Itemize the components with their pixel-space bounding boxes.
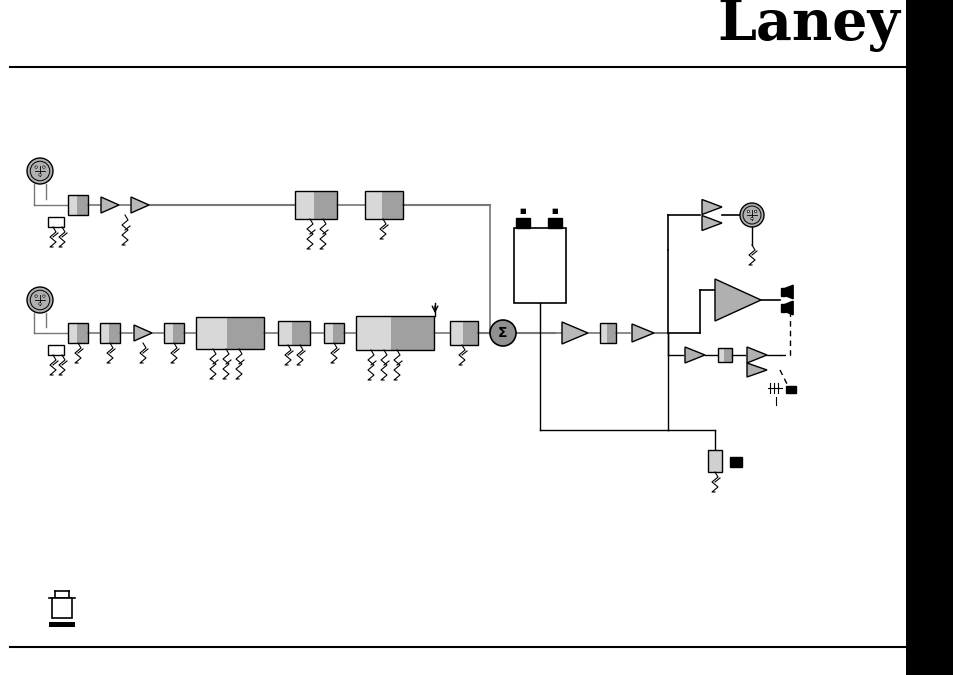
Polygon shape bbox=[746, 347, 766, 363]
Circle shape bbox=[750, 217, 753, 220]
Text: ■: ■ bbox=[519, 208, 526, 214]
FancyBboxPatch shape bbox=[109, 323, 120, 343]
Polygon shape bbox=[561, 322, 587, 344]
Circle shape bbox=[39, 173, 41, 176]
FancyBboxPatch shape bbox=[391, 316, 434, 350]
FancyBboxPatch shape bbox=[68, 195, 77, 215]
FancyBboxPatch shape bbox=[514, 228, 565, 303]
Polygon shape bbox=[684, 347, 704, 363]
Polygon shape bbox=[784, 286, 792, 299]
FancyBboxPatch shape bbox=[100, 323, 109, 343]
FancyBboxPatch shape bbox=[516, 218, 530, 228]
FancyBboxPatch shape bbox=[365, 191, 382, 219]
Circle shape bbox=[43, 295, 45, 297]
FancyBboxPatch shape bbox=[547, 218, 561, 228]
Text: ■: ■ bbox=[551, 208, 558, 214]
FancyBboxPatch shape bbox=[164, 323, 172, 343]
FancyBboxPatch shape bbox=[355, 316, 391, 350]
FancyBboxPatch shape bbox=[77, 195, 88, 215]
Circle shape bbox=[27, 287, 53, 313]
FancyBboxPatch shape bbox=[324, 323, 333, 343]
FancyBboxPatch shape bbox=[48, 217, 64, 227]
Polygon shape bbox=[131, 197, 149, 213]
FancyBboxPatch shape bbox=[172, 323, 184, 343]
FancyBboxPatch shape bbox=[294, 191, 314, 219]
FancyBboxPatch shape bbox=[781, 304, 784, 312]
FancyBboxPatch shape bbox=[729, 457, 741, 467]
FancyBboxPatch shape bbox=[450, 321, 462, 345]
FancyBboxPatch shape bbox=[48, 345, 64, 355]
FancyBboxPatch shape bbox=[781, 288, 784, 296]
FancyBboxPatch shape bbox=[723, 348, 731, 362]
FancyBboxPatch shape bbox=[333, 323, 344, 343]
Circle shape bbox=[27, 158, 53, 184]
FancyBboxPatch shape bbox=[77, 323, 88, 343]
FancyBboxPatch shape bbox=[68, 323, 77, 343]
FancyBboxPatch shape bbox=[718, 348, 723, 362]
Circle shape bbox=[754, 210, 756, 213]
Circle shape bbox=[35, 295, 37, 297]
Polygon shape bbox=[133, 325, 152, 341]
Circle shape bbox=[746, 210, 749, 213]
Polygon shape bbox=[101, 197, 119, 213]
FancyBboxPatch shape bbox=[49, 622, 75, 627]
Polygon shape bbox=[714, 279, 760, 321]
Polygon shape bbox=[631, 324, 654, 342]
Circle shape bbox=[39, 302, 41, 305]
FancyBboxPatch shape bbox=[599, 323, 606, 343]
Circle shape bbox=[740, 203, 763, 227]
FancyBboxPatch shape bbox=[606, 323, 616, 343]
FancyBboxPatch shape bbox=[195, 317, 227, 349]
Circle shape bbox=[43, 166, 45, 168]
FancyBboxPatch shape bbox=[382, 191, 402, 219]
FancyBboxPatch shape bbox=[314, 191, 336, 219]
FancyBboxPatch shape bbox=[905, 0, 953, 675]
FancyBboxPatch shape bbox=[707, 450, 721, 472]
FancyBboxPatch shape bbox=[462, 321, 477, 345]
Circle shape bbox=[490, 320, 516, 346]
Polygon shape bbox=[701, 215, 721, 230]
FancyBboxPatch shape bbox=[52, 598, 71, 618]
FancyBboxPatch shape bbox=[292, 321, 310, 345]
Polygon shape bbox=[701, 200, 721, 215]
FancyBboxPatch shape bbox=[277, 321, 292, 345]
Polygon shape bbox=[784, 301, 792, 315]
Circle shape bbox=[35, 166, 37, 168]
Polygon shape bbox=[746, 363, 766, 377]
Text: Laney: Laney bbox=[717, 0, 899, 52]
Text: Σ: Σ bbox=[497, 326, 507, 340]
FancyBboxPatch shape bbox=[227, 317, 264, 349]
FancyBboxPatch shape bbox=[785, 386, 795, 393]
